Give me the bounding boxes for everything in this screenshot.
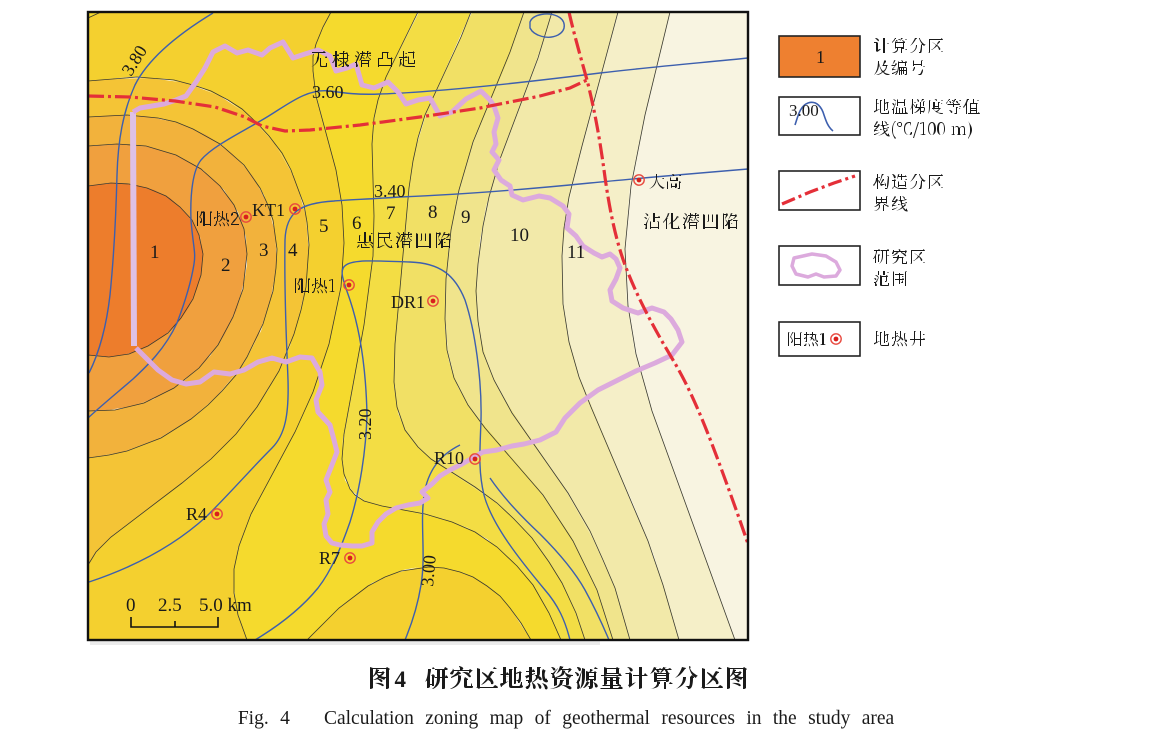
svg-text:3.00: 3.00 — [789, 101, 819, 120]
svg-text:3.20: 3.20 — [355, 409, 375, 441]
svg-text:7: 7 — [386, 203, 396, 224]
svg-text:6: 6 — [352, 213, 362, 234]
svg-text:Fig. 4 Calculation zoning ma: Fig. 4 Calculation zoning map of geother… — [238, 708, 895, 729]
svg-text:10: 10 — [510, 225, 529, 246]
svg-text:3.40: 3.40 — [374, 181, 406, 201]
svg-text:3: 3 — [259, 240, 269, 261]
svg-text:4: 4 — [395, 667, 407, 692]
svg-text:8: 8 — [428, 202, 438, 223]
svg-text:3.00: 3.00 — [417, 554, 440, 587]
svg-text:11: 11 — [567, 242, 585, 263]
svg-text:5.0 km: 5.0 km — [199, 595, 252, 616]
svg-text:5: 5 — [319, 216, 329, 237]
svg-text:4: 4 — [288, 240, 298, 261]
svg-text:1: 1 — [150, 242, 160, 263]
svg-text:2.5: 2.5 — [158, 595, 182, 616]
svg-text:3.60: 3.60 — [312, 82, 344, 102]
svg-text:9: 9 — [461, 207, 471, 228]
svg-text:2: 2 — [221, 255, 231, 276]
svg-text:1: 1 — [816, 47, 825, 67]
svg-text:KT1: KT1 — [252, 200, 285, 220]
svg-text:R10: R10 — [434, 448, 464, 468]
svg-text:0: 0 — [126, 595, 136, 616]
svg-text:DR1: DR1 — [391, 292, 425, 312]
svg-text:R4: R4 — [186, 504, 207, 524]
svg-text:R7: R7 — [319, 548, 340, 568]
